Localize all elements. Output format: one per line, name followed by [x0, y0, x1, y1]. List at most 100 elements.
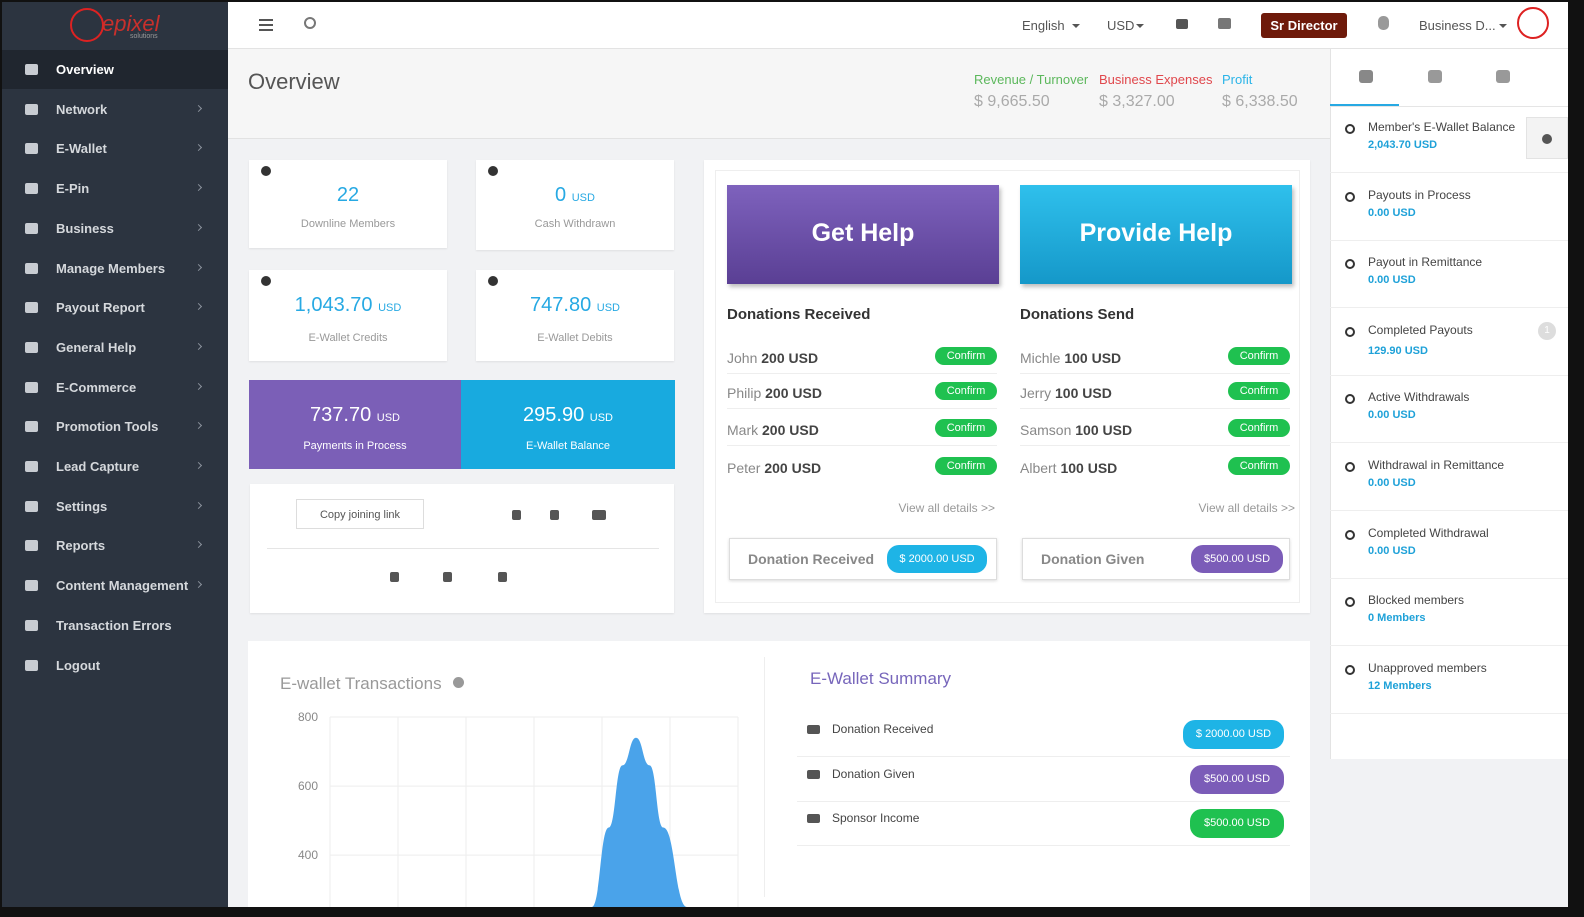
- language-select[interactable]: English: [1022, 18, 1065, 33]
- menu-item[interactable]: Promotion Tools: [56, 419, 159, 435]
- menu-item[interactable]: Content Management: [56, 578, 189, 594]
- icon: [25, 183, 38, 195]
- donation-amount: 200 USD: [765, 385, 822, 401]
- confirm-button[interactable]: Confirm: [935, 419, 997, 437]
- tile-value-line: 737.70 USD: [249, 404, 461, 427]
- help-panel-inner: [715, 170, 1300, 603]
- item-divider: [1330, 239, 1568, 241]
- menu-item[interactable]: Transaction Errors: [56, 617, 172, 633]
- icon: [1345, 597, 1355, 608]
- right-panel: [1330, 49, 1568, 759]
- menu-item[interactable]: E-Pin: [56, 181, 90, 197]
- menu-item[interactable]: Reports: [56, 538, 106, 554]
- confirm-button[interactable]: Confirm: [1228, 382, 1290, 400]
- menu-item[interactable]: E-Commerce: [56, 379, 137, 395]
- menu-item[interactable]: Manage Members: [56, 260, 166, 276]
- sidebar: [2, 2, 228, 907]
- stat-tile: 747.80 USD E-Wallet Debits: [476, 270, 674, 361]
- row-divider: [1020, 445, 1290, 446]
- help-button[interactable]: Get Help: [727, 185, 999, 284]
- tile-unit: USD: [376, 412, 400, 424]
- confirm-button[interactable]: Confirm: [1228, 347, 1290, 365]
- icon: [261, 276, 271, 286]
- tile-unit: USD: [571, 192, 595, 204]
- balance-value: 0.00 USD: [1368, 544, 1416, 557]
- item-divider: [1330, 172, 1568, 173]
- item-divider: [1330, 645, 1568, 647]
- balance-label: Payouts in Process: [1368, 187, 1471, 202]
- tile-value-line: 0 USD: [476, 184, 674, 207]
- view-details-link[interactable]: View all details >>: [898, 501, 995, 515]
- icon: [1345, 394, 1355, 405]
- menu-item[interactable]: Network: [56, 101, 108, 117]
- donation-amount: 200 USD: [764, 460, 822, 476]
- confirm-button[interactable]: Confirm: [935, 347, 997, 365]
- icon: [25, 381, 38, 393]
- tile-label: E-Wallet Debits: [537, 332, 613, 344]
- tile-value-line: 295.90 USD: [461, 404, 675, 427]
- donation-amount: 200 USD: [762, 422, 819, 438]
- menu-item[interactable]: General Help: [56, 339, 137, 355]
- cart-icon: [1176, 19, 1188, 29]
- tile-label: E-Wallet Balance: [526, 440, 610, 452]
- balance-label: Active Withdrawals: [1368, 390, 1470, 405]
- tile-value: 747.80: [530, 294, 592, 316]
- donation-row: Samson 100 USD: [1020, 422, 1132, 438]
- balance-value: 2,043.70 USD: [1368, 139, 1438, 151]
- help-button[interactable]: Provide Help: [1020, 185, 1292, 284]
- menu-item[interactable]: Business: [56, 220, 114, 236]
- tree-icon: [443, 572, 452, 582]
- icon: [25, 540, 38, 552]
- row-divider: [727, 445, 997, 446]
- menu-item[interactable]: Lead Capture: [56, 459, 140, 474]
- profile-tab[interactable]: [1359, 70, 1373, 83]
- balance-label: Withdrawal in Remittance: [1368, 458, 1505, 472]
- active-item: [2, 50, 228, 89]
- icon: [25, 580, 38, 592]
- menu-item[interactable]: E-Wallet: [56, 141, 107, 157]
- balance-value: 0.00 USD: [1368, 274, 1416, 287]
- row-divider: [797, 800, 1290, 802]
- donor-name: Samson: [1020, 422, 1072, 438]
- stat-label: Business Expenses: [1099, 72, 1213, 87]
- panel-divider: [764, 657, 765, 897]
- confirm-button[interactable]: Confirm: [935, 457, 997, 475]
- menu-item[interactable]: Payout Report: [56, 300, 145, 316]
- footer-badge: $ 2000.00 USD: [887, 545, 987, 573]
- icon: [25, 500, 38, 512]
- item-divider: [1330, 442, 1568, 444]
- confirm-button[interactable]: Confirm: [935, 382, 997, 400]
- transfer-tab[interactable]: [1496, 70, 1510, 83]
- menu-item[interactable]: Overview: [56, 62, 114, 77]
- item-divider: [1330, 712, 1568, 714]
- balance-value: 0.00 USD: [1368, 206, 1416, 219]
- donation-row: Albert 100 USD: [1020, 460, 1117, 476]
- chat-tab[interactable]: [1428, 70, 1442, 83]
- currency-select[interactable]: USD: [1107, 18, 1135, 33]
- user-menu[interactable]: Business D...: [1419, 18, 1496, 33]
- tile-label: Cash Withdrawn: [534, 218, 616, 230]
- balance-label: Blocked members: [1368, 593, 1465, 608]
- confirm-button[interactable]: Confirm: [1228, 419, 1290, 437]
- balance-label: Completed Withdrawal: [1368, 525, 1489, 540]
- stat-tile: 0 USD Cash Withdrawn: [476, 160, 674, 250]
- balance-value: 0.00 USD: [1368, 409, 1416, 422]
- logo-subtext: solutions: [130, 33, 158, 40]
- menu-item[interactable]: Logout: [56, 657, 101, 673]
- view-details-link[interactable]: View all details >>: [1198, 501, 1295, 515]
- icon: [25, 659, 38, 671]
- tile-value-line: 22: [249, 184, 447, 207]
- donations-heading: Donations Received: [727, 306, 871, 323]
- tab-underline: [1330, 104, 1399, 106]
- user-icon: [390, 572, 399, 582]
- donor-name: Philip: [727, 385, 762, 401]
- top-bar: [228, 2, 1568, 49]
- count-badge: 1: [1538, 321, 1556, 340]
- confirm-button[interactable]: Confirm: [1228, 457, 1290, 475]
- menu-item[interactable]: Settings: [56, 498, 108, 514]
- donation-row: Mark 200 USD: [727, 422, 819, 438]
- donor-name: Albert: [1020, 460, 1057, 476]
- donation-row: Michle 100 USD: [1020, 350, 1121, 366]
- summary-badge: $500.00 USD: [1190, 809, 1284, 838]
- copy-link-button[interactable]: Copy joining link: [296, 499, 424, 529]
